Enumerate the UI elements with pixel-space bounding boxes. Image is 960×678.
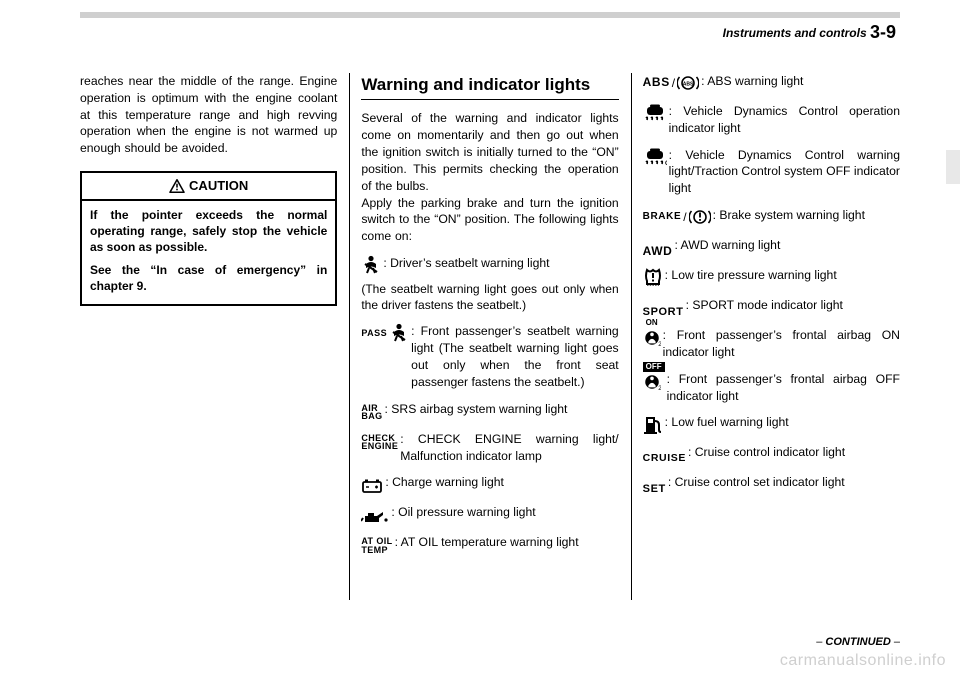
indicator-text: : Driver’s seatbelt warning light bbox=[383, 255, 618, 272]
indicator-vdc-operation: : Vehicle Dynamics Control operation ind… bbox=[643, 103, 900, 137]
awd-icon: AWD bbox=[643, 237, 673, 257]
top-rule bbox=[80, 12, 900, 18]
indicator-oil: : Oil pressure warning light bbox=[361, 504, 618, 524]
caution-label: CAUTION bbox=[189, 177, 248, 195]
svg-text:ABS: ABS bbox=[683, 82, 694, 88]
caution-p2: See the “In case of emergency” in chapte… bbox=[90, 262, 327, 294]
indicator-text: : Charge warning light bbox=[385, 474, 618, 491]
column-left: reaches near the middle of the range. En… bbox=[80, 73, 337, 560]
indicator-airbag-off: OFF 2 : Front passenger’s frontal airbag… bbox=[643, 371, 900, 405]
indicator-text: : Brake system warning light bbox=[713, 207, 900, 224]
airbag-off-icon: OFF 2 bbox=[643, 371, 665, 391]
indicator-fuel: : Low fuel warning light bbox=[643, 414, 900, 434]
indicator-text: : Low tire pressure warning light bbox=[665, 267, 900, 284]
indicator-text: : Oil pressure warning light bbox=[391, 504, 618, 521]
indicator-text: : Low fuel warning light bbox=[665, 414, 900, 431]
cruise-icon: CRUISE bbox=[643, 444, 686, 464]
svg-text:2: 2 bbox=[658, 341, 661, 347]
caution-icon bbox=[169, 179, 185, 193]
indicator-airbag: AIRBAG : SRS airbag system warning light bbox=[361, 401, 618, 421]
indicator-text: : AT OIL temperature warning light bbox=[395, 534, 619, 551]
indicator-tire: : Low tire pressure warning light bbox=[643, 267, 900, 287]
pass-seatbelt-icon: PASS bbox=[361, 323, 409, 343]
at-oil-temp-icon: AT OILTEMP bbox=[361, 534, 392, 554]
indicator-text: : SPORT mode indicator light bbox=[686, 297, 900, 314]
caution-heading: CAUTION bbox=[82, 173, 335, 201]
sport-icon: SPORT bbox=[643, 297, 684, 317]
column-right: ABS / ABS : ABS warning light : Vehicle … bbox=[643, 73, 900, 560]
car-skid-off-icon: OFF bbox=[643, 147, 667, 167]
indicator-check-engine: CHECKENGINE : CHECK ENGINE warning light… bbox=[361, 431, 618, 465]
set-icon: SET bbox=[643, 474, 666, 494]
abs-icon: ABS / ABS bbox=[643, 73, 699, 93]
indicator-text: : Front passenger’s seatbelt warning lig… bbox=[411, 323, 618, 390]
caution-box: CAUTION If the pointer exceeds the norma… bbox=[80, 171, 337, 306]
column-middle: Warning and indicator lights Several of … bbox=[361, 73, 618, 560]
page-number: 3-9 bbox=[870, 22, 896, 42]
column-divider-left bbox=[349, 73, 350, 600]
indicator-text: : CHECK ENGINE warning light/ Malfunctio… bbox=[400, 431, 618, 465]
indicator-awd: AWD : AWD warning light bbox=[643, 237, 900, 257]
indicator-text: : Front passenger’s frontal airbag ON in… bbox=[663, 327, 900, 361]
indicator-at-oil-temp: AT OILTEMP : AT OIL temperature warning … bbox=[361, 534, 618, 554]
car-skid-icon bbox=[643, 103, 667, 123]
section-heading: Warning and indicator lights bbox=[361, 73, 618, 100]
indicator-text: : Cruise control indicator light bbox=[688, 444, 900, 461]
watermark: carmanualsonline.info bbox=[780, 652, 946, 670]
indicator-text: : ABS warning light bbox=[701, 73, 900, 90]
continued-label: CONTINUED bbox=[825, 636, 890, 648]
indicator-vdc-off: OFF : Vehicle Dynamics Control warning l… bbox=[643, 147, 900, 197]
indicator-abs: ABS / ABS : ABS warning light bbox=[643, 73, 900, 93]
chapter-title: Instruments and controls bbox=[723, 26, 867, 40]
column-divider-right bbox=[631, 73, 632, 600]
indicator-text: : Cruise control set indicator light bbox=[668, 474, 900, 491]
indicator-battery: : Charge warning light bbox=[361, 474, 618, 494]
indicator-set: SET : Cruise control set indicator light bbox=[643, 474, 900, 494]
seatbelt-icon bbox=[361, 255, 381, 275]
caution-p1: If the pointer exceeds the normal operat… bbox=[90, 207, 327, 256]
indicator-text: : AWD warning light bbox=[674, 237, 900, 254]
col2-intro: Several of the warning and indicator lig… bbox=[361, 110, 618, 245]
indicator-airbag-on: ON 2 : Front passenger’s frontal airbag … bbox=[643, 327, 900, 361]
page-header: Instruments and controls 3-9 bbox=[80, 22, 900, 43]
indicator-text: : Vehicle Dynamics Control operation ind… bbox=[669, 103, 900, 137]
indicator-passenger-seatbelt: PASS : Front passenger’s seatbelt warnin… bbox=[361, 323, 618, 390]
svg-text:2: 2 bbox=[658, 385, 661, 391]
fuel-icon bbox=[643, 414, 663, 434]
battery-icon bbox=[361, 474, 383, 494]
indicator-subtext: (The seatbelt warning light goes out onl… bbox=[361, 281, 618, 313]
col1-para: reaches near the middle of the range. En… bbox=[80, 73, 337, 157]
page-footer: – CONTINUED – bbox=[816, 636, 900, 648]
indicator-driver-seatbelt: : Driver’s seatbelt warning light bbox=[361, 255, 618, 275]
indicator-brake: BRAKE / : Brake system warning light bbox=[643, 207, 900, 227]
airbag-on-icon: ON 2 bbox=[643, 327, 661, 347]
indicator-text: : Front passenger’s frontal airbag OFF i… bbox=[667, 371, 900, 405]
check-engine-icon: CHECKENGINE bbox=[361, 431, 398, 451]
caution-body: If the pointer exceeds the normal operat… bbox=[82, 201, 335, 304]
indicator-text: : Vehicle Dynamics Control warning light… bbox=[669, 147, 900, 197]
indicator-sport: SPORT : SPORT mode indicator light bbox=[643, 297, 900, 317]
oilcan-icon bbox=[361, 504, 389, 524]
indicator-cruise: CRUISE : Cruise control indicator light bbox=[643, 444, 900, 464]
tire-icon bbox=[643, 267, 663, 287]
airbag-icon: AIRBAG bbox=[361, 401, 382, 421]
brake-icon: BRAKE / bbox=[643, 207, 711, 227]
side-thumb-tab bbox=[946, 150, 960, 184]
svg-text:OFF: OFF bbox=[665, 161, 667, 167]
indicator-text: : SRS airbag system warning light bbox=[385, 401, 619, 418]
